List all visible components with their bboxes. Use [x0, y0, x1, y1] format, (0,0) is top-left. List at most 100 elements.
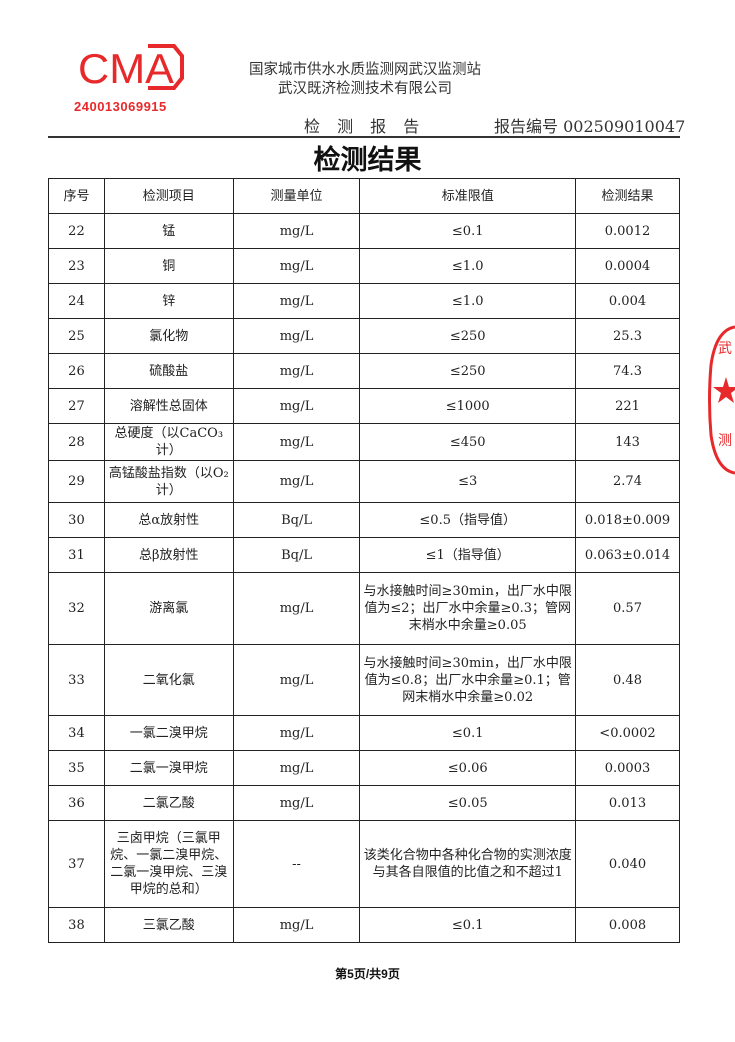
table-row: 36 二氯乙酸 mg/L ≤0.05 0.013: [48, 785, 680, 821]
cell-limit: ≤3: [359, 460, 576, 503]
cell-limit: ≤0.05: [359, 785, 576, 821]
results-table: 序号 检测项目 测量单位 标准限值 检测结果 22 锰 mg/L ≤0.1 0.0012 23 铜 m…: [48, 178, 680, 943]
header-col-no: 序号: [48, 178, 105, 214]
cell-item: 锰: [103, 213, 234, 249]
cell-no: 23: [48, 248, 105, 284]
cell-unit: mg/L: [232, 283, 361, 319]
cell-no: 38: [48, 907, 105, 943]
cell-limit: ≤1.0: [359, 283, 576, 319]
header-col-item: 检测项目: [103, 178, 234, 214]
cell-no: 35: [48, 750, 105, 786]
cell-no: 31: [48, 537, 105, 573]
cell-result: 143: [575, 423, 680, 461]
cell-limit: 与水接触时间≥30min，出厂水中限值为≤0.8；出厂水中余量≥0.1；管网末梢…: [359, 644, 576, 716]
table-row: 32 游离氯 mg/L 与水接触时间≥30min，出厂水中限值为≤2；出厂水中余量≥0…: [48, 572, 680, 645]
cell-item: 一氯二溴甲烷: [103, 715, 234, 751]
cell-limit: 该类化合物中各种化合物的实测浓度与其各自限值的比值之和不超过1: [359, 820, 576, 908]
cell-item: 硫酸盐: [103, 353, 234, 389]
cell-unit: mg/L: [232, 248, 361, 284]
cell-result: 74.3: [575, 353, 680, 389]
cell-item: 高锰酸盐指数（以O₂计）: [103, 460, 234, 503]
cell-result: 0.0004: [575, 248, 680, 284]
cell-unit: Bq/L: [232, 502, 361, 538]
cell-unit: mg/L: [232, 785, 361, 821]
cell-item: 铜: [103, 248, 234, 284]
cell-no: 28: [48, 423, 105, 461]
cell-no: 36: [48, 785, 105, 821]
table-row: 37 三卤甲烷（三氯甲烷、一氯二溴甲烷、二氯一溴甲烷、三溴甲烷的总和） -- 该类化合…: [48, 820, 680, 908]
cell-result: 0.48: [575, 644, 680, 716]
cell-item: 总硬度（以CaCO₃计）: [103, 423, 234, 461]
cell-item: 三氯乙酸: [103, 907, 234, 943]
cell-item: 锌: [103, 283, 234, 319]
cell-item: 总β放射性: [103, 537, 234, 573]
cell-unit: mg/L: [232, 423, 361, 461]
cell-limit: ≤250: [359, 318, 576, 354]
table-row: 33 二氧化氯 mg/L 与水接触时间≥30min，出厂水中限值为≤0.8；出厂水中余…: [48, 644, 680, 716]
cell-limit: ≤450: [359, 423, 576, 461]
table-header-row: 序号 检测项目 测量单位 标准限值 检测结果: [48, 178, 680, 214]
cma-logo: CMA: [78, 44, 184, 90]
table-row: 23 铜 mg/L ≤1.0 0.0004: [48, 248, 680, 284]
table-row: 25 氯化物 mg/L ≤250 25.3: [48, 318, 680, 354]
cell-unit: mg/L: [232, 353, 361, 389]
cell-unit: mg/L: [232, 715, 361, 751]
table-row: 35 二氯一溴甲烷 mg/L ≤0.06 0.0003: [48, 750, 680, 786]
cell-limit: ≤0.1: [359, 213, 576, 249]
org-name-line2: 武汉既济检测技术有限公司: [278, 81, 452, 97]
cell-unit: mg/L: [232, 572, 361, 645]
cell-result: 0.0012: [575, 213, 680, 249]
cell-result: 0.063±0.014: [575, 537, 680, 573]
table-row: 22 锰 mg/L ≤0.1 0.0012: [48, 213, 680, 249]
cell-no: 26: [48, 353, 105, 389]
cell-no: 25: [48, 318, 105, 354]
cell-unit: mg/L: [232, 750, 361, 786]
cell-unit: mg/L: [232, 644, 361, 716]
table-row: 26 硫酸盐 mg/L ≤250 74.3: [48, 353, 680, 389]
cell-no: 34: [48, 715, 105, 751]
cell-unit: --: [232, 820, 361, 908]
cell-result: 221: [575, 388, 680, 424]
cell-item: 溶解性总固体: [103, 388, 234, 424]
cell-limit: ≤0.1: [359, 907, 576, 943]
table-row: 30 总α放射性 Bq/L ≤0.5（指导值） 0.018±0.009: [48, 502, 680, 538]
cell-result: 0.040: [575, 820, 680, 908]
cell-result: 0.57: [575, 572, 680, 645]
cell-limit: ≤1（指导值）: [359, 537, 576, 573]
header-col-limit: 标准限值: [359, 178, 576, 214]
page-title: 检测结果: [313, 145, 422, 176]
cell-result: 0.004: [575, 283, 680, 319]
cell-unit: mg/L: [232, 318, 361, 354]
table-row: 29 高锰酸盐指数（以O₂计） mg/L ≤3 2.74: [48, 460, 680, 503]
table-row: 28 总硬度（以CaCO₃计） mg/L ≤450 143: [48, 423, 680, 461]
cell-no: 32: [48, 572, 105, 645]
cell-unit: mg/L: [232, 907, 361, 943]
cell-no: 27: [48, 388, 105, 424]
cell-no: 30: [48, 502, 105, 538]
cell-result: 2.74: [575, 460, 680, 503]
report-label: 检 测 报 告: [304, 117, 426, 136]
cell-no: 22: [48, 213, 105, 249]
svg-text:武: 武: [718, 341, 732, 357]
cell-result: <0.0002: [575, 715, 680, 751]
cell-item: 氯化物: [103, 318, 234, 354]
cell-item: 游离氯: [103, 572, 234, 645]
cell-item: 三卤甲烷（三氯甲烷、一氯二溴甲烷、二氯一溴甲烷、三溴甲烷的总和）: [103, 820, 234, 908]
table-row: 27 溶解性总固体 mg/L ≤1000 221: [48, 388, 680, 424]
red-seal-stamp: 武 测: [708, 325, 735, 475]
cell-unit: mg/L: [232, 388, 361, 424]
cell-result: 0.008: [575, 907, 680, 943]
svg-text:测: 测: [718, 433, 732, 449]
cell-result: 25.3: [575, 318, 680, 354]
page-number: 第5页/共9页: [335, 967, 400, 981]
cell-no: 24: [48, 283, 105, 319]
cma-number: 240013069915: [74, 99, 167, 114]
cma-logo-text: CMA: [78, 45, 174, 90]
org-name-line1: 国家城市供水水质监测网武汉监测站: [249, 62, 481, 78]
cell-unit: mg/L: [232, 460, 361, 503]
cell-item: 二氯乙酸: [103, 785, 234, 821]
report-number: 报告编号 002509010047: [494, 117, 686, 136]
table-row: 31 总β放射性 Bq/L ≤1（指导值） 0.063±0.014: [48, 537, 680, 573]
cell-no: 33: [48, 644, 105, 716]
header-divider: [48, 136, 680, 138]
